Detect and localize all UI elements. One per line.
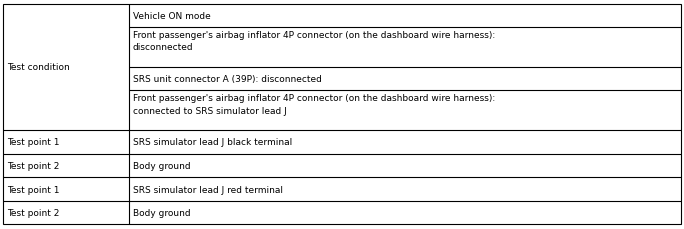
Text: Vehicle ON mode: Vehicle ON mode [133, 12, 211, 21]
Text: Test condition: Test condition [8, 63, 70, 72]
Text: Front passenger's airbag inflator 4P connector (on the dashboard wire harness):
: Front passenger's airbag inflator 4P con… [133, 94, 495, 115]
Text: Test point 1: Test point 1 [8, 138, 60, 147]
Text: Body ground: Body ground [133, 208, 190, 217]
Text: Test point 2: Test point 2 [8, 208, 60, 217]
Text: SRS simulator lead J red terminal: SRS simulator lead J red terminal [133, 185, 282, 194]
Text: Test point 2: Test point 2 [8, 161, 60, 170]
Text: SRS simulator lead J black terminal: SRS simulator lead J black terminal [133, 138, 292, 147]
Text: SRS unit connector A (39P): disconnected: SRS unit connector A (39P): disconnected [133, 75, 321, 84]
Text: Front passenger's airbag inflator 4P connector (on the dashboard wire harness):
: Front passenger's airbag inflator 4P con… [133, 31, 495, 52]
Text: Test point 1: Test point 1 [8, 185, 60, 194]
Text: Body ground: Body ground [133, 161, 190, 170]
